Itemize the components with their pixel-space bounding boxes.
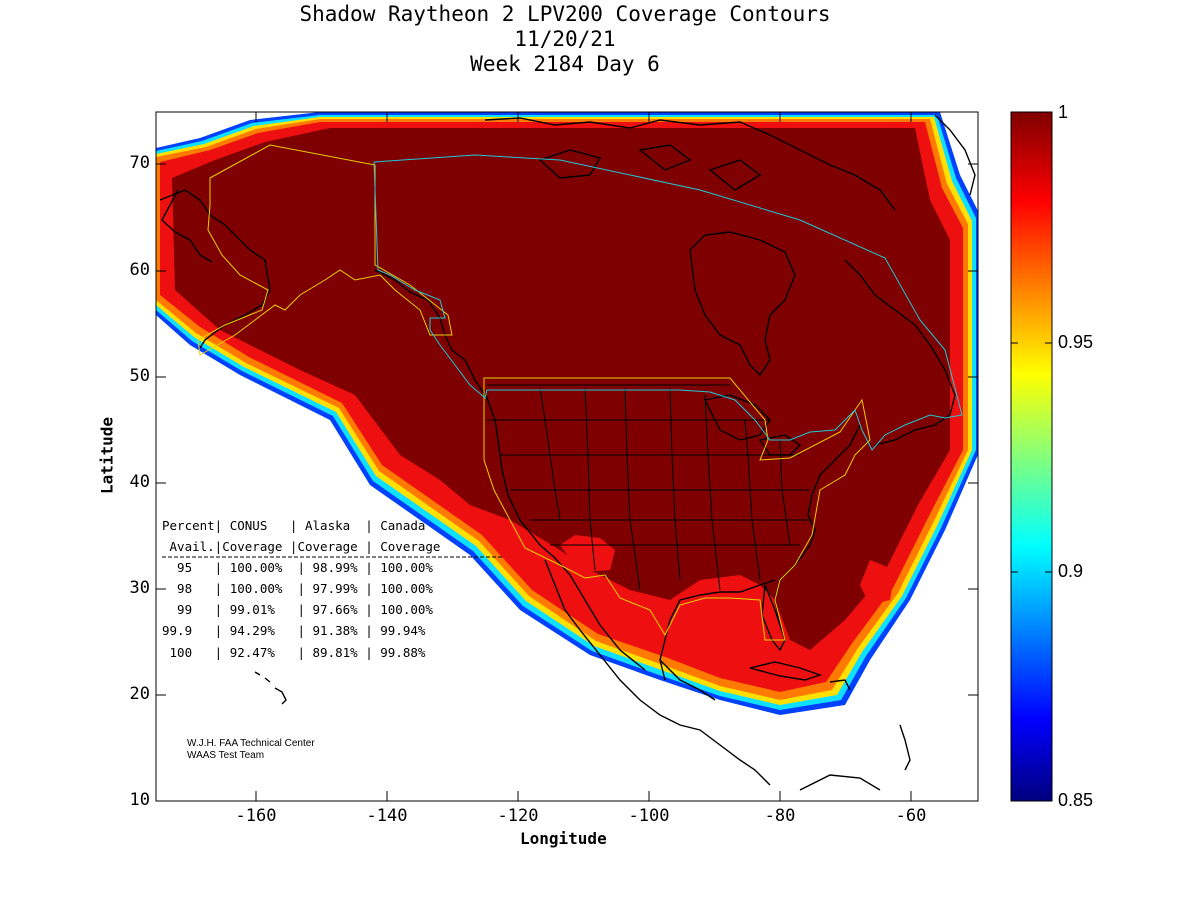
x-tick-label: -160 <box>235 806 277 826</box>
y-tick-label: 70 <box>129 153 150 173</box>
colorbar-label-095: 0.95 <box>1058 332 1094 352</box>
credit-line-1: W.J.H. FAA Technical Center <box>187 738 315 749</box>
table-header-row-1: Percent| CONUS | Alaska | Canada <box>162 518 426 533</box>
x-axis-title: Longitude <box>520 829 607 848</box>
canada-boundary <box>373 154 963 451</box>
x-tick-label: -140 <box>366 806 408 826</box>
table-row: 99 | 99.01% | 97.66% | 100.00% <box>162 602 433 617</box>
x-tick-label: -60 <box>895 806 927 826</box>
y-tick-label: 60 <box>129 260 150 280</box>
y-tick-label: 40 <box>129 472 150 492</box>
table-row: 98 | 100.00% | 97.99% | 100.00% <box>162 581 433 596</box>
y-tick-label: 20 <box>129 684 150 704</box>
region-boundaries <box>197 144 963 641</box>
alaska-boundary <box>197 144 453 356</box>
table-row: 95 | 100.00% | 98.99% | 100.00% <box>162 560 433 575</box>
y-tick-label: 50 <box>129 366 150 386</box>
table-header-row-2: Avail.|Coverage |Coverage | Coverage <box>162 539 441 554</box>
y-axis-title: Latitude <box>97 416 117 495</box>
y-tick-label: 10 <box>129 790 150 810</box>
chart-date: 11/20/21 <box>514 27 616 51</box>
y-tick-label: 30 <box>129 578 150 598</box>
conus-boundary <box>483 377 871 641</box>
colorbar-label-090: 0.9 <box>1058 561 1084 581</box>
chart-week-day: Week 2184 Day 6 <box>470 52 660 76</box>
state-boundaries <box>487 384 812 591</box>
colorbar <box>1010 111 1053 802</box>
credit-line-2: WAAS Test Team <box>187 750 265 761</box>
table-row: 99.9 | 94.29% | 91.38% | 99.94% <box>162 623 426 638</box>
x-tick-label: -120 <box>497 806 539 826</box>
table-row: 100 | 92.47% | 89.81% | 99.88% <box>162 645 426 660</box>
coverage-contours <box>156 112 978 715</box>
x-tick-label: -100 <box>628 806 670 826</box>
chart-title: Shadow Raytheon 2 LPV200 Coverage Contou… <box>299 2 831 26</box>
colorbar-label-max: 1 <box>1058 102 1069 122</box>
plot-frame <box>155 111 979 802</box>
colorbar-label-min: 0.85 <box>1058 790 1094 810</box>
x-tick-label: -80 <box>764 806 796 826</box>
